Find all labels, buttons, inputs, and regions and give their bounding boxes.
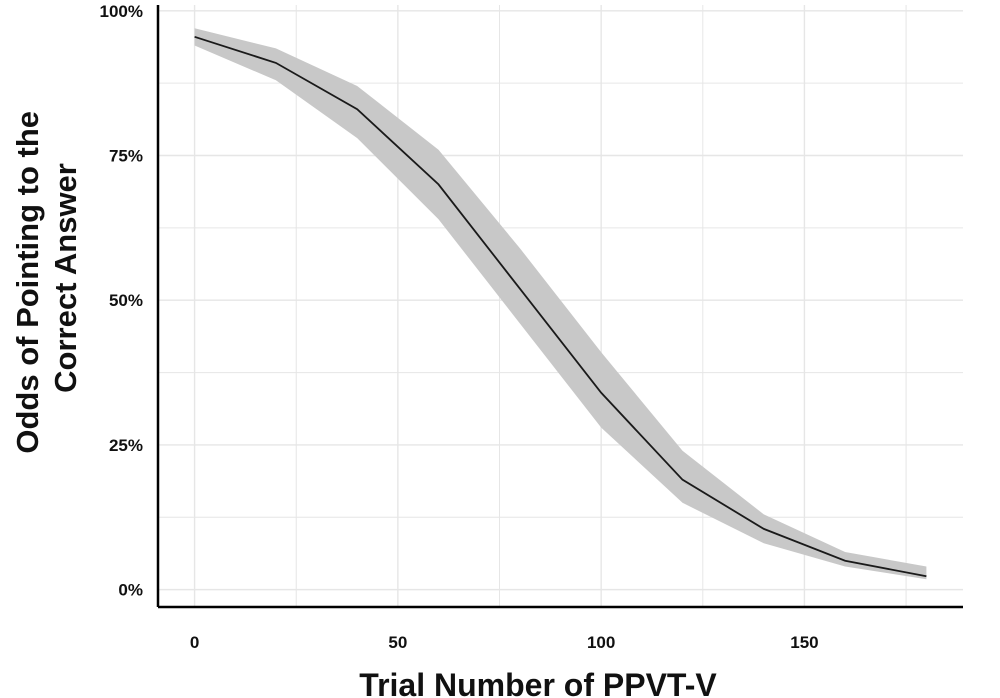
y-tick-labels: 0% 25% 50% 75% 100% [100, 2, 143, 600]
x-tick-label: 50 [388, 633, 407, 652]
x-axis-title: Trial Number of PPVT-V [359, 667, 717, 698]
x-tick-label: 0 [190, 633, 199, 652]
y-tick-label: 0% [118, 581, 143, 600]
x-tick-label: 100 [587, 633, 615, 652]
y-tick-label: 50% [109, 291, 143, 310]
y-tick-label: 25% [109, 436, 143, 455]
y-axis-title-line-1: Odds of Pointing to the [10, 111, 45, 454]
y-tick-label: 75% [109, 147, 143, 166]
y-axis-title-line-2: Correct Answer [48, 163, 83, 393]
confidence-band [194, 28, 927, 580]
x-tick-label: 150 [790, 633, 818, 652]
x-tick-labels: 0 50 100 150 [190, 633, 819, 652]
y-axis-title: Odds of Pointing to the Correct Answer [10, 102, 83, 453]
y-tick-label: 100% [100, 2, 143, 21]
trend-line [194, 35, 927, 578]
